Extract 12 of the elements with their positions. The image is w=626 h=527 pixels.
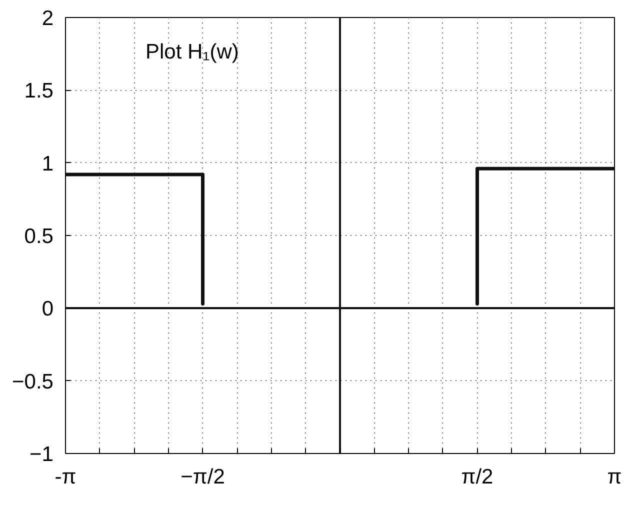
y-tick-label: 0 xyxy=(42,298,54,321)
x-tick-label: −π/2 xyxy=(180,466,225,488)
x-tick-label: π/2 xyxy=(461,466,494,488)
y-tick-label: 1 xyxy=(42,152,54,176)
y-tick-label: −1 xyxy=(30,443,54,466)
y-tick-label: −0.5 xyxy=(12,370,54,394)
y-tick-label: 1.5 xyxy=(24,80,54,103)
x-tick-label: π xyxy=(607,466,622,488)
annotation: Plot H₁(w) xyxy=(146,40,239,64)
x-tick-label: -π xyxy=(54,466,76,488)
y-tick-label: 0.5 xyxy=(24,225,54,248)
y-tick-label: 2 xyxy=(42,7,54,30)
